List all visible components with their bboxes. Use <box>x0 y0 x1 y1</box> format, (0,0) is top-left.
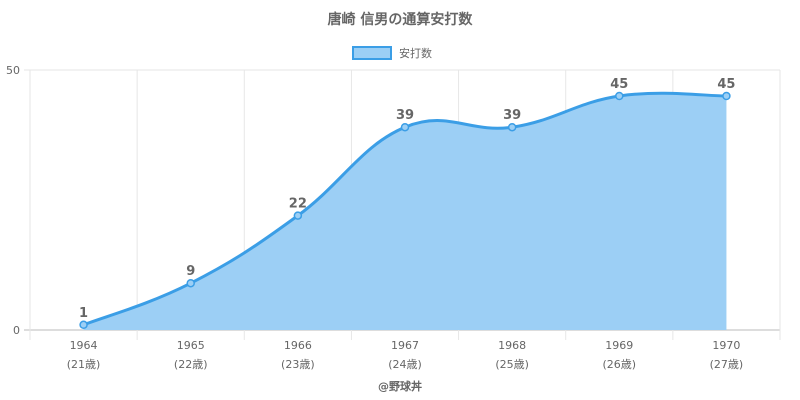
x-tick-label: 1969 <box>605 339 633 352</box>
legend[interactable]: 安打数 <box>352 46 432 60</box>
x-tick-label: 1970 <box>712 339 740 352</box>
data-label: 45 <box>717 77 735 92</box>
data-labels: 1 9 22 39 39 45 45 <box>79 77 735 321</box>
x-tick-label: 1967 <box>391 339 419 352</box>
y-tick-label: 50 <box>6 64 20 77</box>
data-point[interactable] <box>615 91 624 101</box>
data-label: 1 <box>79 306 88 321</box>
data-point[interactable] <box>400 122 410 132</box>
series-area <box>83 93 727 330</box>
x-tick-sublabel: (27歳) <box>710 358 744 371</box>
chart-title: 唐崎 信男の通算安打数 <box>328 11 474 28</box>
x-tick-label: 1964 <box>70 339 98 352</box>
x-tick-label: 1968 <box>498 339 526 352</box>
x-tick-sublabel: (21歳) <box>67 358 101 371</box>
data-point[interactable] <box>722 91 731 101</box>
x-tick-sublabel: (24歳) <box>388 358 422 371</box>
x-tick-sublabel: (26歳) <box>602 358 636 371</box>
x-tick-sublabel: (23歳) <box>281 358 315 371</box>
data-point[interactable] <box>186 278 195 288</box>
legend-label: 安打数 <box>399 46 432 60</box>
x-tick-sublabel: (25歳) <box>495 358 529 371</box>
plot-area <box>79 91 731 330</box>
data-label: 39 <box>396 108 414 123</box>
y-tick-label: 0 <box>13 324 20 337</box>
data-label: 39 <box>503 108 521 123</box>
x-tick-label: 1966 <box>284 339 312 352</box>
x-tick-label: 1965 <box>177 339 205 352</box>
data-point[interactable] <box>293 211 303 220</box>
data-label: 9 <box>186 264 195 279</box>
credit: @野球丼 <box>378 379 422 393</box>
data-label: 22 <box>289 197 307 212</box>
axes: 0 50 1964 (21歳) 1965 (22歳) 1966 (23歳) 1967 (24歳) 1… <box>6 64 743 371</box>
data-point[interactable] <box>507 122 517 132</box>
data-point[interactable] <box>79 320 88 330</box>
data-label: 45 <box>610 77 628 92</box>
legend-swatch <box>352 46 392 60</box>
x-tick-sublabel: (22歳) <box>174 358 208 371</box>
